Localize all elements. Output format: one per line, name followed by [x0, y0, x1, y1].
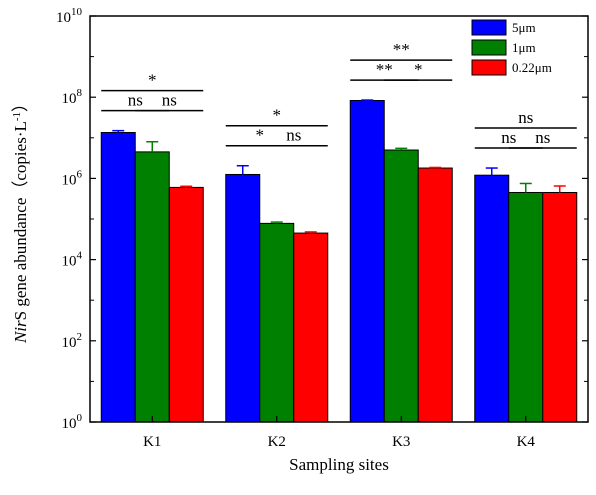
bars: [100, 99, 578, 423]
bar-k4-series-2: [542, 191, 578, 423]
sig-label: *: [256, 126, 265, 145]
x-tick-label-k2: K2: [268, 434, 286, 450]
bar-k2-series-2: [293, 232, 329, 423]
y-tick-label: 106: [62, 168, 83, 188]
sig-label: **: [376, 60, 393, 79]
bar-k1-series-0: [100, 132, 136, 423]
bar-k3-series-0: [349, 99, 385, 423]
axes: 100 102 104 106 108 1010 K1 K2 K3 K4 Sampling site…: [11, 6, 589, 474]
sig-label: ns: [501, 128, 516, 147]
bar-k4-series-0: [474, 174, 510, 423]
x-tick-label-k4: K4: [517, 434, 536, 450]
bar-k2-series-0: [225, 173, 261, 423]
legend-swatch-0: [471, 19, 507, 36]
sig-label-overall: **: [393, 40, 410, 59]
y-tick-label: 102: [62, 331, 83, 351]
x-tick-label-k1: K1: [143, 434, 161, 450]
sig-label: ns: [128, 91, 143, 110]
y-tick-label: 104: [62, 250, 83, 270]
legend-swatch-2: [471, 59, 507, 76]
y-tick-label: 100: [62, 412, 83, 432]
sig-label: ns: [162, 91, 177, 110]
bar-k3-series-1: [383, 149, 419, 423]
bar-k3-series-2: [417, 167, 453, 423]
sig-label: ns: [286, 126, 301, 145]
legend-label-1: 1μm: [512, 40, 536, 55]
bar-k4-series-1: [508, 191, 544, 423]
legend: 5μm 1μm 0.22μm: [471, 19, 552, 76]
bar-k1-series-1: [134, 151, 170, 423]
legend-label-0: 5μm: [512, 20, 536, 35]
bar-k1-series-2: [168, 186, 204, 423]
y-tick-label: 1010: [56, 6, 83, 26]
y-tick-label: 108: [62, 87, 83, 107]
x-axis-title: Sampling sites: [289, 455, 389, 474]
sig-label: ns: [535, 128, 550, 147]
bar-k2-series-1: [259, 222, 295, 423]
sig-label-overall: *: [273, 106, 282, 125]
legend-swatch-1: [471, 39, 507, 56]
y-axis-title: NirS gene abundance（copies·L-1）: [11, 95, 30, 344]
sig-label-overall: ns: [518, 108, 533, 127]
sig-label: *: [414, 60, 423, 79]
x-tick-label-k3: K3: [392, 434, 410, 450]
sig-label-overall: *: [148, 71, 157, 90]
legend-label-2: 0.22μm: [512, 60, 552, 75]
